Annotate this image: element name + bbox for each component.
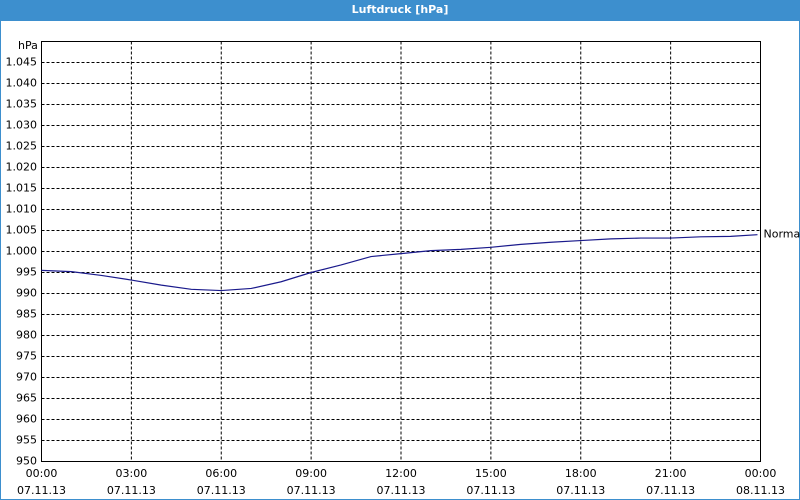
y-tick-label: 960 xyxy=(16,413,37,426)
y-tick-label: 965 xyxy=(16,392,37,405)
y-tick-label: 980 xyxy=(16,329,37,342)
x-tick-label: 03:00 07.11.13 xyxy=(107,467,156,497)
y-axis-label: hPa xyxy=(18,39,38,52)
window-border xyxy=(0,20,800,500)
y-tick-label: 950 xyxy=(16,455,37,468)
y-tick-label: 1.035 xyxy=(6,98,38,111)
y-tick-label: 1.020 xyxy=(6,161,38,174)
x-tick-label-line: 07.11.13 xyxy=(466,484,515,497)
x-tick-label: 06:00 07.11.13 xyxy=(197,467,246,497)
x-tick-label-line: 12:00 xyxy=(385,467,417,480)
x-tick-label-line: 07.11.13 xyxy=(556,484,605,497)
x-tick-label-line: 03:00 xyxy=(116,467,148,480)
y-tick-label: 970 xyxy=(16,371,37,384)
y-tick-label: 1.045 xyxy=(6,56,38,69)
x-tick-label-line: 21:00 xyxy=(655,467,687,480)
title-bar xyxy=(0,0,800,20)
x-tick-label-line: 07.11.13 xyxy=(107,484,156,497)
y-tick-label: 955 xyxy=(16,434,37,447)
y-tick-label: 1.005 xyxy=(6,224,38,237)
x-tick-label: 09:00 07.11.13 xyxy=(287,467,336,497)
x-tick-label-line: 07.11.13 xyxy=(377,484,426,497)
y-tick-label: 1.015 xyxy=(6,182,38,195)
x-tick-label-line: 06:00 xyxy=(205,467,237,480)
x-tick-label: 18:00 07.11.13 xyxy=(556,467,605,497)
y-tick-label: 1.010 xyxy=(6,203,38,216)
x-tick-label: 00:00 07.11.13 xyxy=(17,467,66,497)
x-tick-label-line: 00:00 xyxy=(26,467,58,480)
x-tick-label-line: 18:00 xyxy=(565,467,597,480)
x-tick-label-line: 09:00 xyxy=(295,467,327,480)
x-tick-label-line: 07.11.13 xyxy=(646,484,695,497)
series-label: Normal xyxy=(764,228,800,241)
y-tick-label: 985 xyxy=(16,308,37,321)
y-tick-label: 975 xyxy=(16,350,37,363)
x-tick-label-line: 08.11.13 xyxy=(736,484,785,497)
x-tick-label: 12:00 07.11.13 xyxy=(377,467,426,497)
x-tick-label: 00:00 08.11.13 xyxy=(736,467,785,497)
y-tick-label: 1.040 xyxy=(6,77,38,90)
chart-title: Luftdruck [hPa] xyxy=(352,3,449,16)
x-tick-label-line: 15:00 xyxy=(475,467,507,480)
series-line xyxy=(41,234,758,292)
x-tick-label-line: 07.11.13 xyxy=(17,484,66,497)
x-tick-label-line: 00:00 xyxy=(745,467,777,480)
x-tick-label: 21:00 07.11.13 xyxy=(646,467,695,497)
y-tick-label: 1.000 xyxy=(6,245,38,258)
y-tick-label: 1.030 xyxy=(6,119,38,132)
x-tick-label-line: 07.11.13 xyxy=(287,484,336,497)
y-tick-label: 990 xyxy=(16,287,37,300)
x-tick-label: 15:00 07.11.13 xyxy=(466,467,515,497)
y-tick-label: 995 xyxy=(16,266,37,279)
y-tick-label: 1.025 xyxy=(6,140,38,153)
x-tick-label-line: 07.11.13 xyxy=(197,484,246,497)
